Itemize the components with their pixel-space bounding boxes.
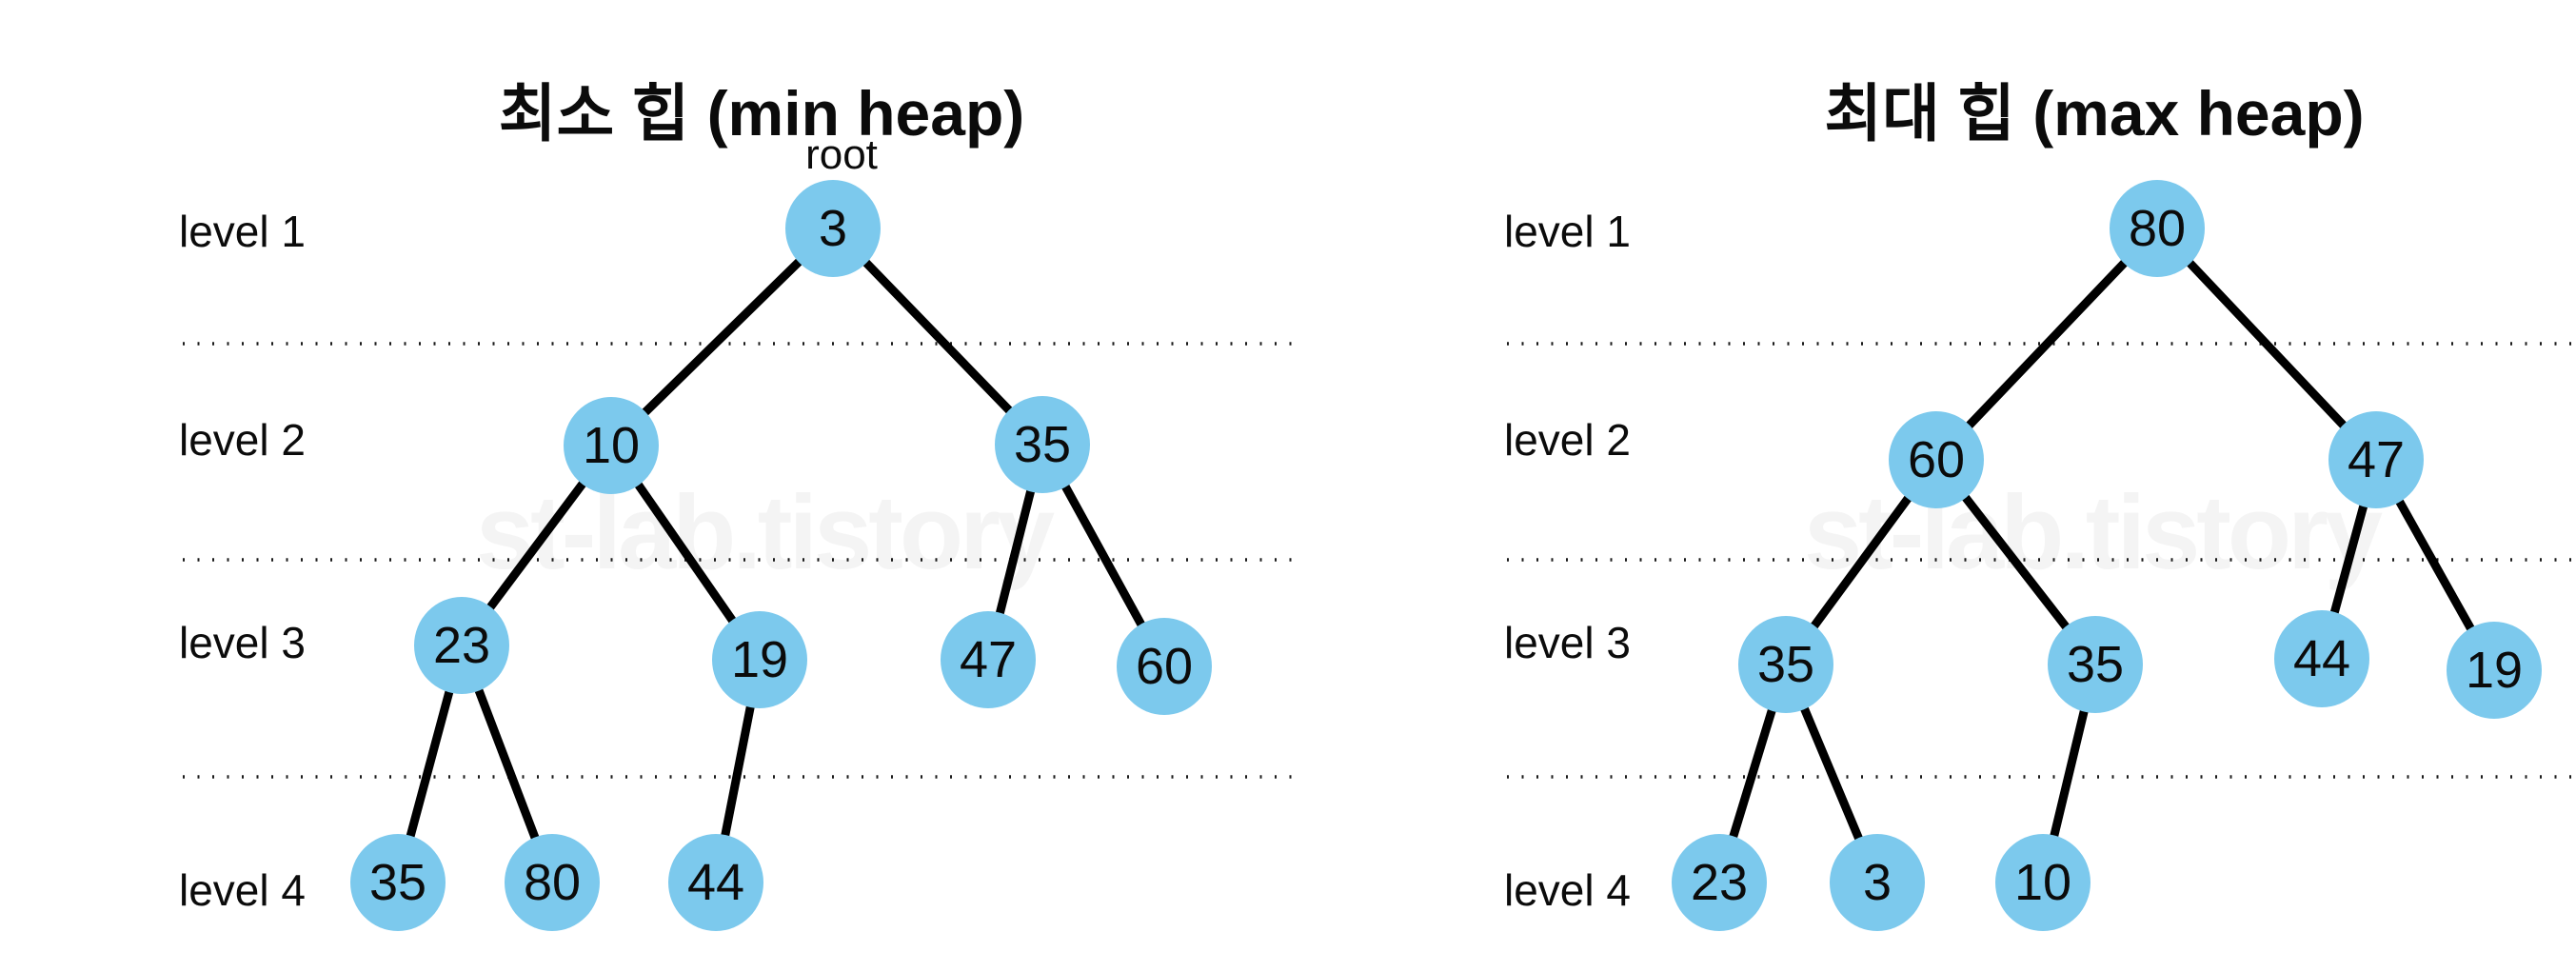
min-node-80: 80 [505,834,600,931]
max-heap-title: 최대 힙 (max heap) [1824,78,2365,149]
edge-max-80-60 [1932,225,2161,464]
min-level-4-label: level 4 [179,865,306,915]
min-node-35-l2: 35 [995,396,1090,493]
edge-min-3-10 [607,225,837,449]
min-node-60: 60 [1117,618,1212,715]
max-node-35-b: 35 [2048,616,2143,713]
max-node-root-80: 80 [2110,180,2205,277]
max-node-44: 44 [2274,610,2369,707]
edge-max-80-47 [2153,225,2380,464]
min-heap-root-label: root [805,131,878,178]
max-node-35-a: 35 [1738,616,1833,713]
min-level-2-label: level 2 [179,415,306,465]
max-level-2-label: level 2 [1504,415,1631,465]
max-node-47: 47 [2328,411,2424,508]
min-heap-title: 최소 힙 (min heap) [498,78,1025,149]
max-node-19: 19 [2447,622,2542,719]
min-level-3-label: level 3 [179,618,306,667]
max-node-10: 10 [1995,834,2091,931]
min-node-23: 23 [414,597,509,694]
max-node-60: 60 [1889,411,1984,508]
max-level-1-label: level 1 [1504,207,1631,256]
max-level-4-label: level 4 [1504,865,1631,915]
min-node-35-l4: 35 [350,834,446,931]
min-node-root-3: 3 [785,180,881,277]
min-node-10: 10 [564,397,659,494]
min-node-19: 19 [712,611,807,708]
min-node-44: 44 [668,834,763,931]
edge-min-3-35 [829,225,1046,448]
max-level-3-label: level 3 [1504,618,1631,667]
watermark-right: st-lab.tistory [1804,474,2383,591]
max-node-23: 23 [1672,834,1767,931]
min-node-47: 47 [941,611,1036,708]
max-node-3: 3 [1830,834,1925,931]
min-level-1-label: level 1 [179,207,306,256]
